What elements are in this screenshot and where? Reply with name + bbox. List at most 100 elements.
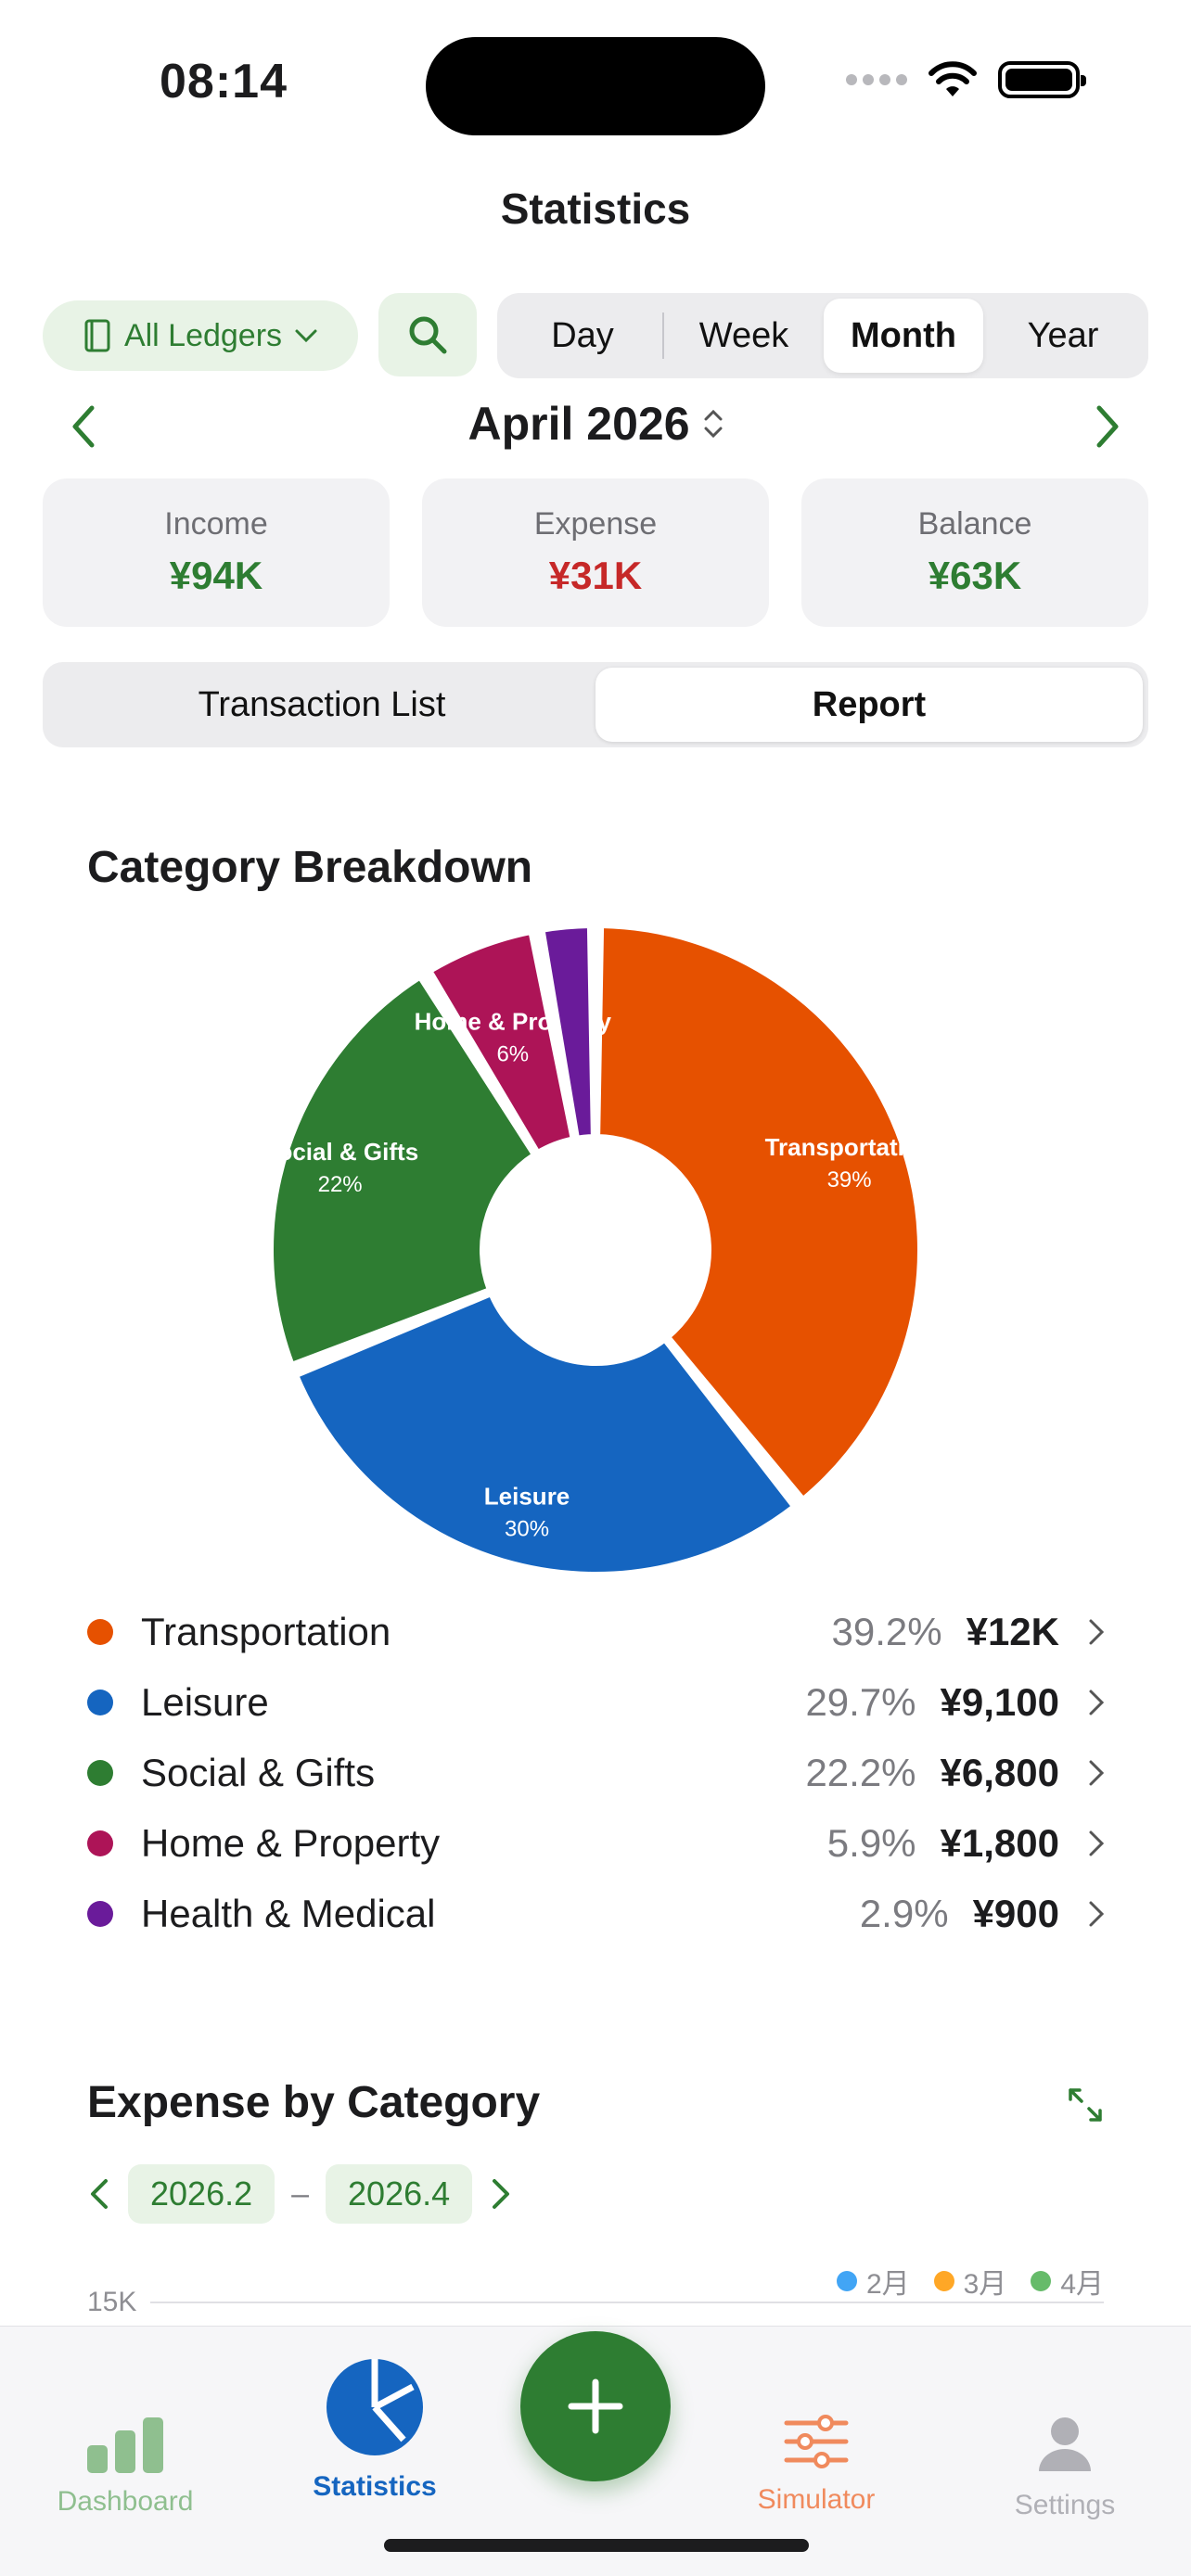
next-period-button[interactable] [1080, 399, 1135, 454]
category-name: Leisure [141, 1680, 269, 1724]
chevron-up-down-icon [704, 409, 722, 439]
range-separator: – [291, 2175, 310, 2212]
period-label-text: April 2026 [467, 398, 690, 450]
chevron-right-icon [1089, 1901, 1105, 1927]
category-percent: 29.7% [805, 1680, 916, 1724]
category-breakdown-title: Category Breakdown [87, 843, 533, 892]
pie-slice-health-medical[interactable] [539, 923, 596, 1141]
pie-slice-transportation[interactable] [595, 923, 923, 1503]
category-row[interactable]: Leisure 29.7% ¥9,100 [87, 1675, 1108, 1730]
range-end-chip[interactable]: 2026.4 [326, 2164, 473, 2224]
balance-label: Balance [917, 506, 1032, 542]
tab-dashboard[interactable]: Dashboard [37, 2327, 213, 2518]
pie-slice-percent: 39% [827, 1167, 872, 1192]
category-color-dot [87, 1690, 113, 1715]
chevron-right-icon [1089, 1619, 1105, 1645]
page-title: Statistics [500, 185, 691, 233]
month-legend: 2月 3月 4月 [836, 2261, 1104, 2302]
tab-settings-label: Settings [1014, 2490, 1116, 2520]
pie-chart-icon [327, 2359, 423, 2455]
sliders-icon [784, 2415, 849, 2468]
tab-transaction-list[interactable]: Transaction List [198, 684, 446, 724]
view-segmented-control: Transaction List Report [43, 662, 1148, 747]
search-button[interactable] [378, 293, 477, 376]
category-row[interactable]: Social & Gifts 22.2% ¥6,800 [87, 1745, 1108, 1801]
pie-slice-social-gifts[interactable] [268, 974, 538, 1368]
income-label: Income [164, 506, 268, 542]
previous-period-button[interactable] [56, 399, 111, 454]
legend-item-feb: 2月 [836, 2261, 910, 2302]
category-color-dot [87, 1619, 113, 1645]
pie-slice-percent: 30% [505, 1516, 549, 1541]
category-amount: ¥1,800 [940, 1821, 1059, 1865]
category-amount: ¥12K [966, 1610, 1059, 1653]
status-time: 08:14 [160, 55, 288, 108]
category-color-dot [87, 1901, 113, 1927]
range-previous-button[interactable] [87, 2175, 111, 2213]
expand-icon[interactable] [1065, 2085, 1106, 2125]
period-day[interactable]: Day [551, 315, 614, 355]
category-name: Home & Property [141, 1821, 441, 1865]
home-indicator [384, 2539, 809, 2552]
add-transaction-button[interactable] [520, 2331, 671, 2481]
tab-simulator-label: Simulator [757, 2484, 876, 2515]
wifi-icon [928, 61, 977, 96]
category-percent: 39.2% [831, 1610, 942, 1653]
category-amount: ¥6,800 [940, 1751, 1059, 1794]
category-percent: 5.9% [826, 1821, 916, 1865]
expense-value: ¥31K [548, 554, 643, 597]
ledger-selector-label: All Ledgers [123, 317, 283, 353]
chevron-down-icon [295, 329, 317, 343]
income-value: ¥94K [169, 554, 263, 597]
category-amount: ¥900 [972, 1892, 1059, 1935]
category-row[interactable]: Transportation 39.2% ¥12K [87, 1604, 1108, 1660]
category-amount: ¥9,100 [940, 1680, 1059, 1724]
chevron-left-icon [72, 405, 95, 448]
tab-statistics-label: Statistics [313, 2471, 437, 2502]
y-axis-tick-label: 15K [87, 2287, 137, 2317]
chevron-right-icon [1089, 1830, 1105, 1856]
tab-dashboard-label: Dashboard [57, 2486, 194, 2517]
pie-slice-percent: 6% [496, 1042, 529, 1067]
pie-slice-label: Transportation [765, 1133, 934, 1161]
dynamic-island [426, 37, 765, 135]
expense-card: Expense ¥31K [422, 478, 769, 627]
category-name: Transportation [141, 1610, 391, 1653]
period-month[interactable]: Month [824, 299, 983, 373]
expense-label: Expense [533, 506, 658, 542]
person-icon [1039, 2417, 1091, 2471]
plus-icon [568, 2378, 623, 2434]
pie-slice-percent: 22% [318, 1172, 363, 1197]
category-name: Health & Medical [141, 1892, 436, 1935]
range-next-button[interactable] [489, 2175, 513, 2213]
category-color-dot [87, 1760, 113, 1786]
battery-icon [998, 61, 1086, 98]
chevron-right-icon [1096, 405, 1119, 448]
pie-slice-leisure[interactable] [293, 1291, 798, 1577]
tab-statistics[interactable]: Statistics [291, 2327, 458, 2503]
ledger-selector-button[interactable]: All Ledgers [43, 300, 358, 371]
range-start-chip[interactable]: 2026.2 [128, 2164, 275, 2224]
pie-slice-label: Social & Gifts [262, 1138, 418, 1166]
bar-chart-icon [87, 2417, 163, 2473]
tab-report[interactable]: Report [596, 668, 1143, 742]
pie-slice-home-property[interactable] [427, 928, 576, 1156]
tab-simulator[interactable]: Simulator [733, 2327, 900, 2516]
tab-settings[interactable]: Settings [981, 2327, 1148, 2521]
chevron-right-icon [1089, 1690, 1105, 1715]
book-icon [84, 319, 110, 352]
tab-bar: Dashboard Statistics Simulator Settings [0, 2326, 1191, 2576]
pie-slice-label: Leisure [484, 1482, 570, 1510]
expense-by-category-title: Expense by Category [87, 2078, 541, 2127]
cellular-signal-icon [846, 74, 907, 85]
period-segmented-control: Day Week Month Year [497, 293, 1148, 378]
period-label[interactable]: April 2026 [0, 397, 1191, 451]
category-name: Social & Gifts [141, 1751, 376, 1794]
category-row[interactable]: Health & Medical 2.9% ¥900 [87, 1886, 1108, 1942]
period-year[interactable]: Year [1027, 315, 1099, 355]
category-pie-chart[interactable]: Transportation 39% Leisure 30% Social & Gift… [0, 909, 1191, 1595]
period-week[interactable]: Week [698, 315, 789, 355]
segment-divider [662, 312, 664, 359]
category-row[interactable]: Home & Property 5.9% ¥1,800 [87, 1816, 1108, 1871]
legend-item-apr: 4月 [1031, 2261, 1104, 2302]
